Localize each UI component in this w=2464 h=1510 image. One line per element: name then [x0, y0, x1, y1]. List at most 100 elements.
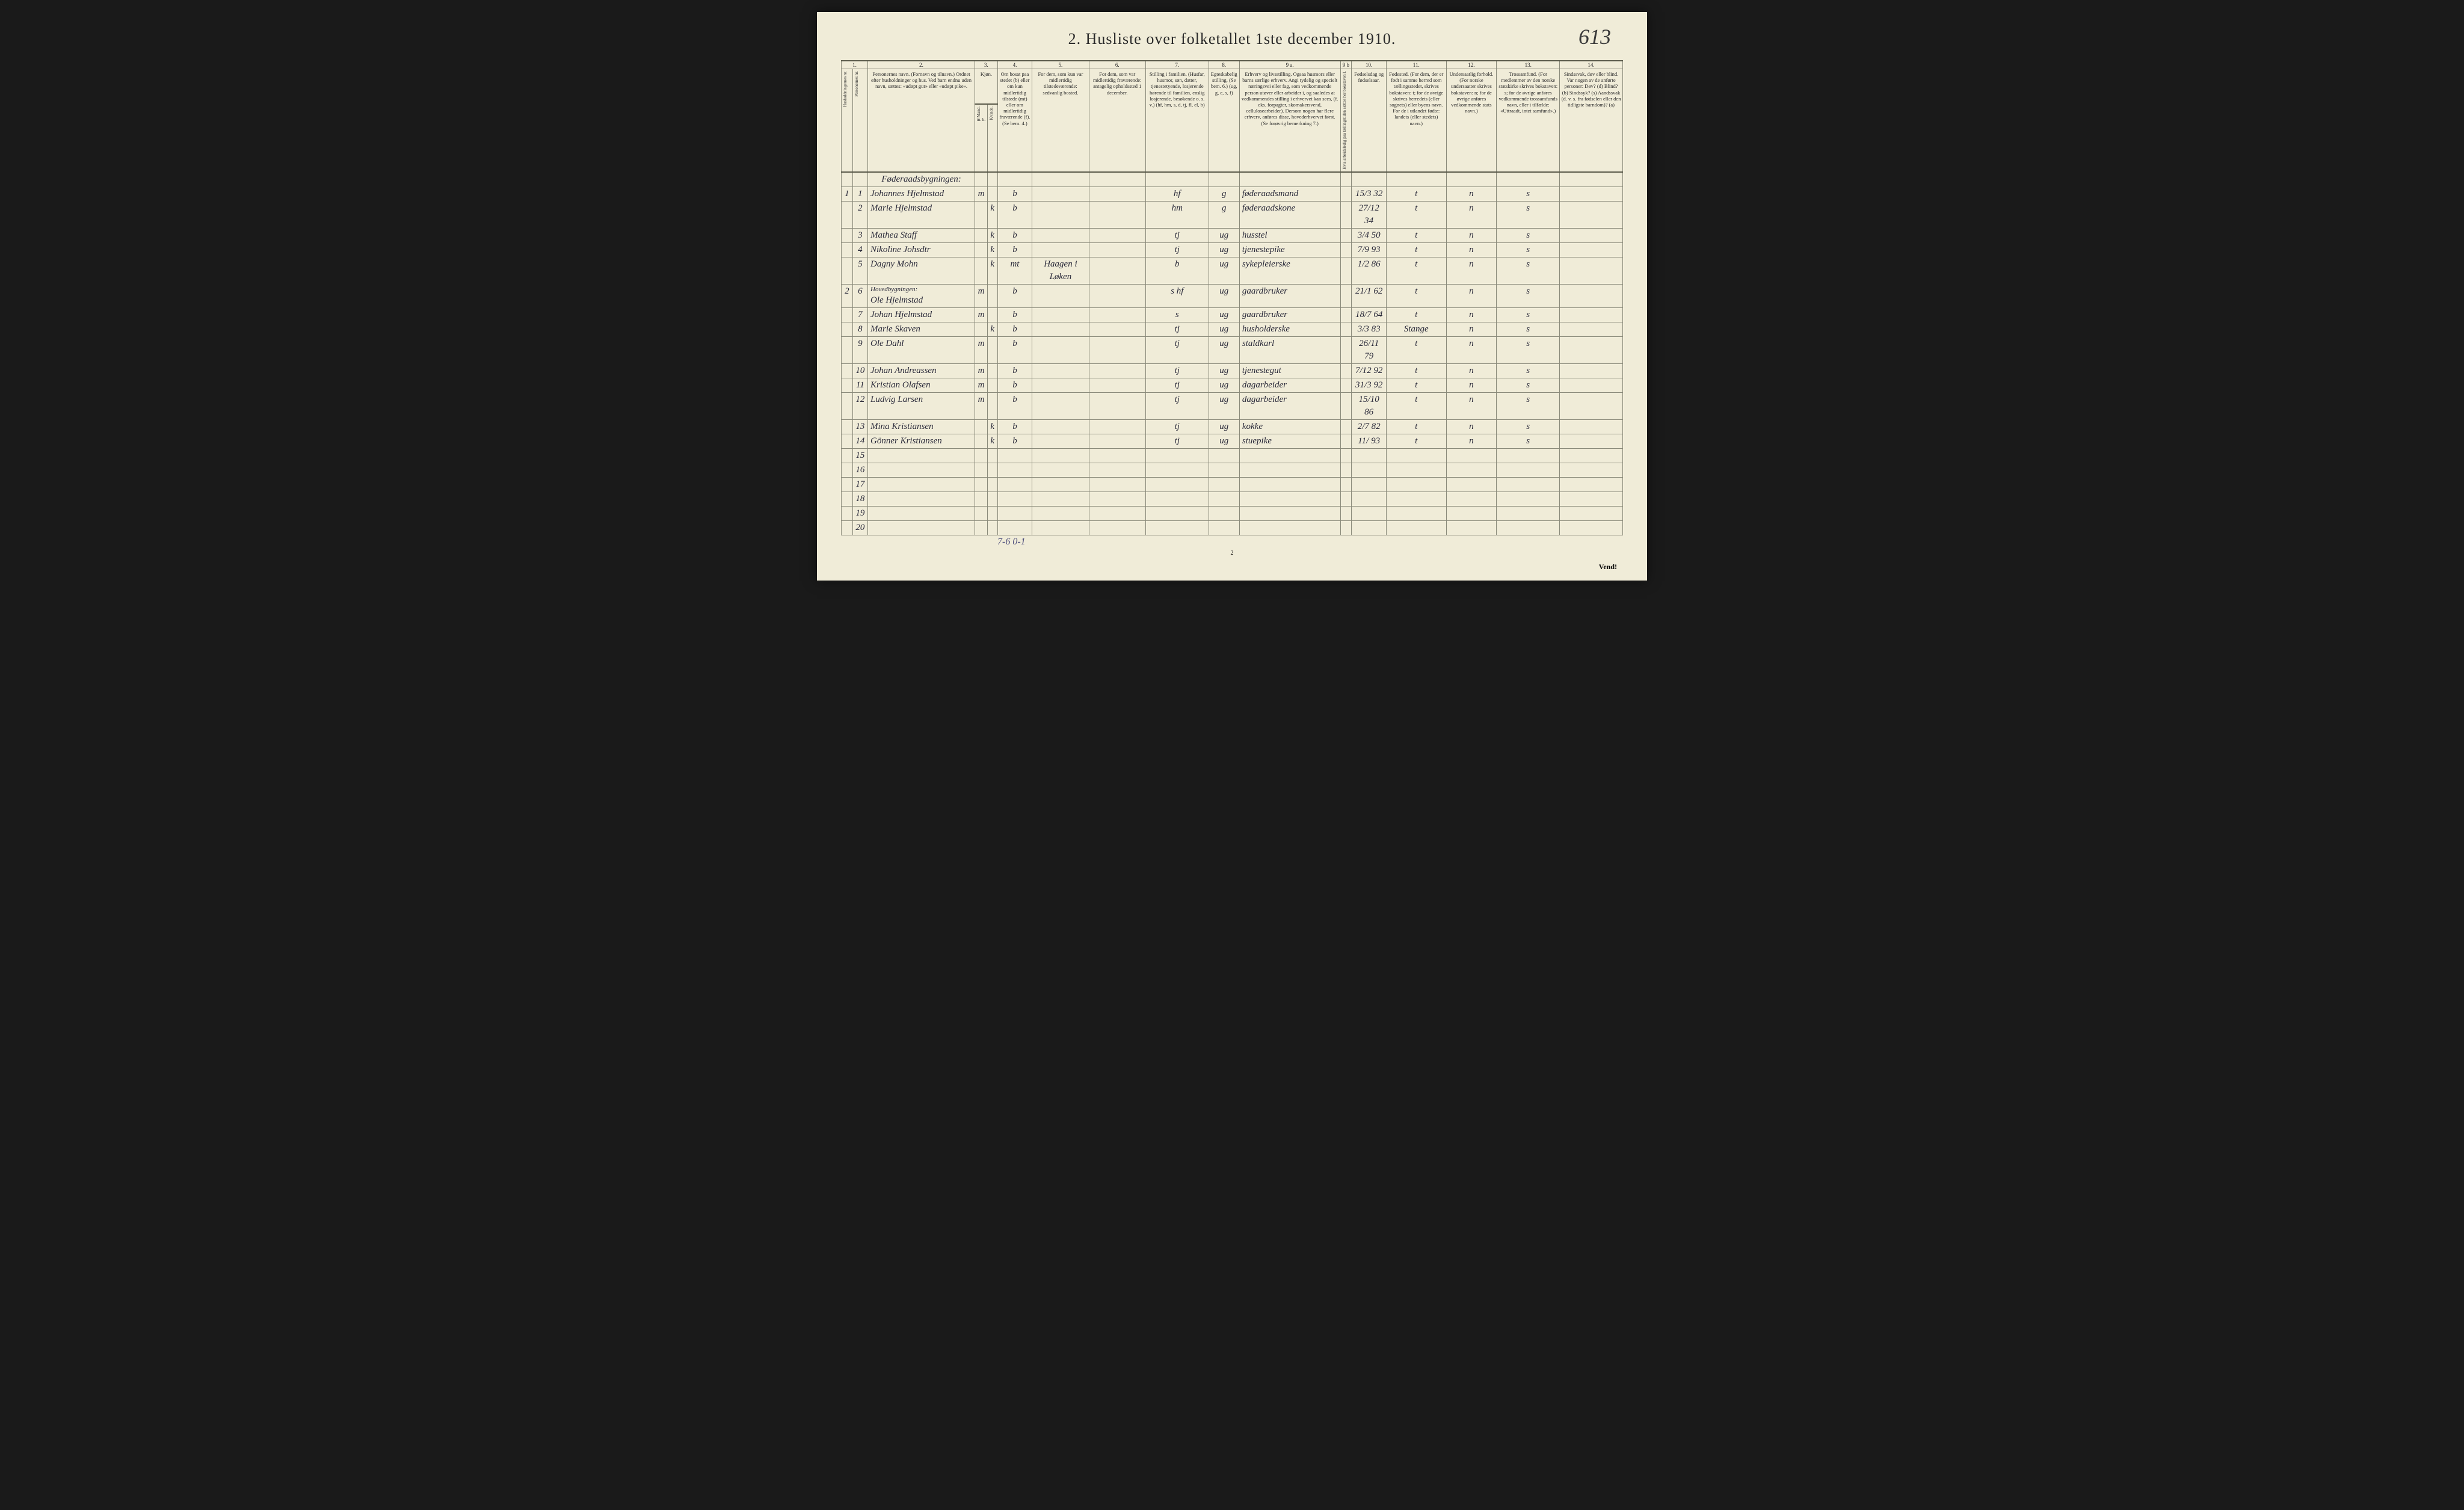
- cell-res: b: [997, 228, 1032, 242]
- cell-away: [1089, 186, 1145, 201]
- cell-hh: [842, 420, 853, 434]
- cell-nat: n: [1446, 201, 1497, 228]
- cell-m: m: [975, 393, 988, 420]
- cell-name: Johan Hjelmstad: [868, 308, 975, 322]
- colnum-4: 4.: [997, 61, 1032, 69]
- cell-occ: føderaadskone: [1239, 201, 1340, 228]
- cell-m: m: [975, 378, 988, 393]
- table-row: 4Nikoline Johsdtrkbtjugtjenestepike7/9 9…: [842, 242, 1623, 257]
- cell-dis: [1560, 364, 1623, 378]
- cell-dob: 15/10 86: [1352, 393, 1387, 420]
- hdr-household-nr: Husholdningernes nr.: [842, 69, 853, 172]
- cell-dob: 3/3 83: [1352, 322, 1387, 337]
- cell-dob: 15/3 32: [1352, 186, 1387, 201]
- cell-away: [1089, 420, 1145, 434]
- cell-rel: s: [1497, 201, 1560, 228]
- colnum-9a: 9 a.: [1239, 61, 1340, 69]
- cell-rel: s: [1497, 378, 1560, 393]
- cell-fam: tj: [1145, 228, 1209, 242]
- corner-annotation: 613: [1578, 24, 1611, 49]
- cell-res: b: [997, 434, 1032, 449]
- table-row: 13Mina Kristiansenkbtjugkokke2/7 82tns: [842, 420, 1623, 434]
- cell-occ: dagarbeider: [1239, 378, 1340, 393]
- cell-m: m: [975, 284, 988, 307]
- table-row: 2Marie Hjelmstadkbhmgføderaadskone27/12 …: [842, 201, 1623, 228]
- cell-dis: [1560, 186, 1623, 201]
- cell-temp: [1032, 242, 1089, 257]
- cell-occ: tjenestegut: [1239, 364, 1340, 378]
- cell-pn: 17: [852, 478, 867, 492]
- colnum-11: 11.: [1386, 61, 1446, 69]
- cell-hh: [842, 337, 853, 364]
- cell-pn: 7: [852, 308, 867, 322]
- cell-mar: ug: [1209, 434, 1239, 449]
- table-row: 3Mathea Staffkbtjughusstel3/4 50tns: [842, 228, 1623, 242]
- cell-pn: 14: [852, 434, 867, 449]
- cell-dis: [1560, 420, 1623, 434]
- cell-occ: kokke: [1239, 420, 1340, 434]
- cell-wl: [1340, 257, 1352, 284]
- cell-rel: s: [1497, 337, 1560, 364]
- cell-rel: s: [1497, 322, 1560, 337]
- cell-m: [975, 434, 988, 449]
- cell-dob: 26/11 79: [1352, 337, 1387, 364]
- cell-res: b: [997, 186, 1032, 201]
- cell-away: [1089, 257, 1145, 284]
- cell-m: m: [975, 308, 988, 322]
- cell-pn: 3: [852, 228, 867, 242]
- cell-pn: 12: [852, 393, 867, 420]
- cell-k: [987, 308, 997, 322]
- cell-dob: 1/2 86: [1352, 257, 1387, 284]
- cell-nat: n: [1446, 434, 1497, 449]
- cell-wl: [1340, 337, 1352, 364]
- cell-wl: [1340, 308, 1352, 322]
- cell-dis: [1560, 201, 1623, 228]
- cell-m: [975, 242, 988, 257]
- hdr-disability: Sindssvak, døv eller blind. Var nogen av…: [1560, 69, 1623, 172]
- cell-fam: s hf: [1145, 284, 1209, 307]
- empty-row: 18: [842, 492, 1623, 507]
- hdr-temp-absent: For dem, som var midlertidig fraværende:…: [1089, 69, 1145, 172]
- cell-away: [1089, 228, 1145, 242]
- cell-pn: 6: [852, 284, 867, 307]
- cell-bp: t: [1386, 228, 1446, 242]
- cell-mar: ug: [1209, 308, 1239, 322]
- cell-wl: [1340, 284, 1352, 307]
- cell-k: k: [987, 322, 997, 337]
- header-row: Husholdningernes nr. Personernes nr. Per…: [842, 69, 1623, 104]
- cell-wl: [1340, 393, 1352, 420]
- hdr-occupation: Erhverv og livsstilling. Ogsaa husmors e…: [1239, 69, 1340, 172]
- colnum-9b: 9 b: [1340, 61, 1352, 69]
- cell-res: b: [997, 378, 1032, 393]
- hdr-religion: Trossamfund. (For medlemmer av den norsk…: [1497, 69, 1560, 172]
- cell-hh: 2: [842, 284, 853, 307]
- cell-pn: 1: [852, 186, 867, 201]
- cell-nat: n: [1446, 242, 1497, 257]
- cell-away: [1089, 201, 1145, 228]
- cell-wl: [1340, 378, 1352, 393]
- section-note-row: Føderaadsbygningen:: [842, 172, 1623, 187]
- cell-mar: ug: [1209, 228, 1239, 242]
- cell-bp: t: [1386, 186, 1446, 201]
- hdr-residence: Om bosat paa stedet (b) eller om kun mid…: [997, 69, 1032, 172]
- cell-hh: 1: [842, 186, 853, 201]
- cell-mar: ug: [1209, 337, 1239, 364]
- cell-res: b: [997, 284, 1032, 307]
- colnum-6: 6.: [1089, 61, 1145, 69]
- cell-nat: n: [1446, 378, 1497, 393]
- cell-dob: 3/4 50: [1352, 228, 1387, 242]
- census-table: 1. 2. 3. 4. 5. 6. 7. 8. 9 a. 9 b 10. 11.…: [841, 60, 1623, 535]
- cell-wl: [1340, 228, 1352, 242]
- cell-k: k: [987, 228, 997, 242]
- cell-name: Nikoline Johsdtr: [868, 242, 975, 257]
- footer-handwritten: 7-6 0-1: [997, 537, 1623, 547]
- cell-dob: 31/3 92: [1352, 378, 1387, 393]
- cell-away: [1089, 364, 1145, 378]
- cell-name: Kristian Olafsen: [868, 378, 975, 393]
- cell-rel: s: [1497, 186, 1560, 201]
- cell-rel: s: [1497, 308, 1560, 322]
- cell-wl: [1340, 420, 1352, 434]
- cell-occ: gaardbruker: [1239, 284, 1340, 307]
- hdr-marital: Egteskabelig stilling. (Se bem. 6.) (ug,…: [1209, 69, 1239, 172]
- cell-dis: [1560, 378, 1623, 393]
